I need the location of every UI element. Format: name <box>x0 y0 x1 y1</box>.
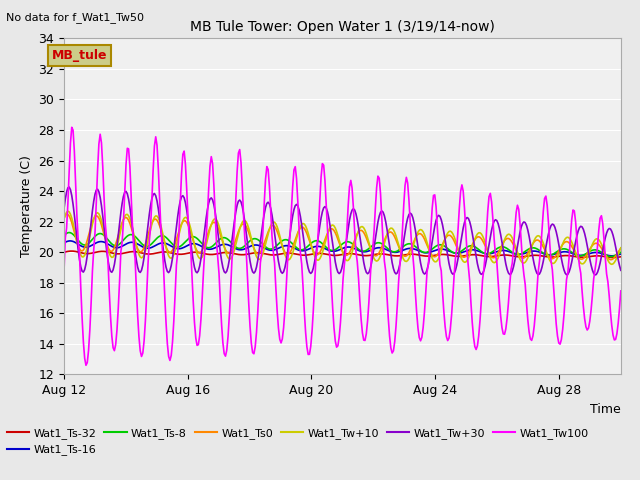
Wat1_Ts0 <box>617 245 625 251</box>
Text: MB_tule: MB_tule <box>52 49 108 62</box>
Wat1_Ts-8 <box>617 250 625 255</box>
Wat1_Tw+30 <box>617 267 625 273</box>
Wat1_Ts0 <box>502 236 509 242</box>
Wat1_Tw100 <box>449 294 457 300</box>
Wat1_Ts0 <box>448 234 456 240</box>
Wat1_Tw100 <box>573 235 580 241</box>
Wat1_Ts-32 <box>385 252 392 258</box>
Wat1_Ts-8 <box>448 249 456 254</box>
Wat1_Ts-32 <box>609 254 617 260</box>
Wat1_Ts-8 <box>490 248 498 253</box>
Wat1_Ts-16 <box>67 238 74 244</box>
Wat1_Tw+10 <box>490 260 498 265</box>
Y-axis label: Temperature (C): Temperature (C) <box>20 156 33 257</box>
Line: Wat1_Tw100: Wat1_Tw100 <box>64 127 621 365</box>
X-axis label: Time: Time <box>590 403 621 416</box>
Wat1_Tw+10 <box>617 245 625 251</box>
Wat1_Ts-32 <box>617 254 625 260</box>
Wat1_Tw100 <box>60 268 68 274</box>
Wat1_Ts-32 <box>572 254 579 260</box>
Wat1_Ts-32 <box>490 253 498 259</box>
Legend: Wat1_Ts-32, Wat1_Ts-16, Wat1_Ts-8, Wat1_Ts0, Wat1_Tw+10, Wat1_Tw+30, Wat1_Tw100: Wat1_Ts-32, Wat1_Ts-16, Wat1_Ts-8, Wat1_… <box>3 424 593 460</box>
Wat1_Ts-8 <box>572 252 579 258</box>
Wat1_Tw100 <box>503 315 511 321</box>
Wat1_Ts-8 <box>502 245 509 251</box>
Wat1_Ts-32 <box>448 252 456 258</box>
Wat1_Tw+30 <box>448 270 456 276</box>
Wat1_Tw+30 <box>104 257 112 263</box>
Wat1_Tw+10 <box>502 234 509 240</box>
Wat1_Tw+30 <box>490 218 498 224</box>
Wat1_Ts-16 <box>385 248 392 253</box>
Wat1_Ts-8 <box>607 254 614 260</box>
Wat1_Ts-8 <box>65 229 73 235</box>
Wat1_Ts0 <box>385 230 392 236</box>
Line: Wat1_Ts-32: Wat1_Ts-32 <box>64 251 621 257</box>
Wat1_Ts-8 <box>104 237 112 242</box>
Wat1_Ts-8 <box>60 233 68 239</box>
Wat1_Ts-16 <box>572 252 579 257</box>
Wat1_Tw100 <box>68 124 76 130</box>
Wat1_Tw+10 <box>104 246 112 252</box>
Wat1_Ts-32 <box>104 249 112 255</box>
Wat1_Ts-16 <box>448 249 456 255</box>
Title: MB Tule Tower: Open Water 1 (3/19/14-now): MB Tule Tower: Open Water 1 (3/19/14-now… <box>190 21 495 35</box>
Wat1_Tw+30 <box>65 184 73 190</box>
Wat1_Ts0 <box>490 255 498 261</box>
Wat1_Tw+10 <box>448 229 456 235</box>
Wat1_Tw100 <box>492 252 499 258</box>
Wat1_Ts-8 <box>385 246 392 252</box>
Wat1_Tw+10 <box>572 250 579 255</box>
Wat1_Ts-16 <box>490 250 498 255</box>
Wat1_Ts0 <box>607 257 614 263</box>
Text: No data for f_Wat1_Tw50: No data for f_Wat1_Tw50 <box>6 12 145 23</box>
Wat1_Ts-16 <box>617 251 625 257</box>
Wat1_Ts-32 <box>68 248 76 254</box>
Wat1_Ts-16 <box>104 241 112 247</box>
Wat1_Ts-16 <box>60 240 68 246</box>
Line: Wat1_Tw+10: Wat1_Tw+10 <box>64 211 621 264</box>
Wat1_Tw100 <box>617 288 625 294</box>
Wat1_Tw+30 <box>572 239 579 245</box>
Line: Wat1_Ts0: Wat1_Ts0 <box>64 214 621 260</box>
Wat1_Tw100 <box>386 333 394 339</box>
Wat1_Tw+30 <box>591 272 599 278</box>
Line: Wat1_Ts-8: Wat1_Ts-8 <box>64 232 621 257</box>
Wat1_Tw+10 <box>64 208 72 214</box>
Wat1_Tw100 <box>82 362 90 368</box>
Wat1_Ts0 <box>572 251 579 256</box>
Wat1_Ts-16 <box>608 253 616 259</box>
Wat1_Ts-16 <box>502 248 509 253</box>
Line: Wat1_Tw+30: Wat1_Tw+30 <box>64 187 621 275</box>
Wat1_Tw+30 <box>385 235 392 240</box>
Wat1_Ts-32 <box>60 249 68 255</box>
Wat1_Tw+30 <box>502 261 509 267</box>
Wat1_Tw+30 <box>60 206 68 212</box>
Wat1_Tw+10 <box>608 262 616 267</box>
Wat1_Ts0 <box>104 244 112 250</box>
Wat1_Tw+10 <box>385 228 392 234</box>
Wat1_Ts0 <box>63 211 70 217</box>
Wat1_Ts-32 <box>502 252 509 258</box>
Wat1_Tw100 <box>106 288 113 293</box>
Wat1_Tw+10 <box>60 216 68 222</box>
Line: Wat1_Ts-16: Wat1_Ts-16 <box>64 241 621 256</box>
Wat1_Ts0 <box>60 215 68 221</box>
